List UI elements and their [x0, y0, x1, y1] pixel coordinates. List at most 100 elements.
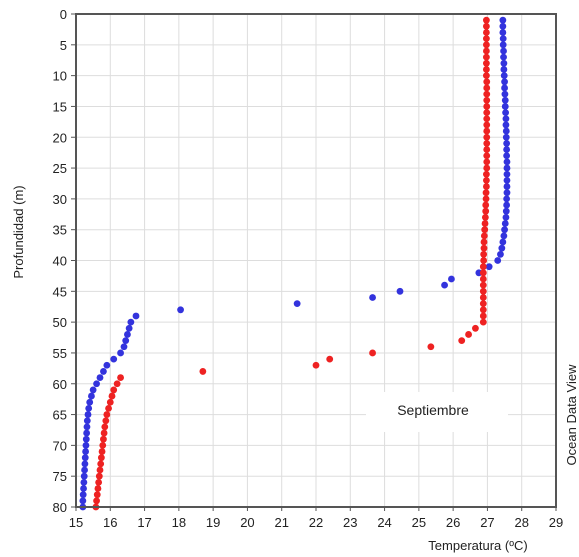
data-point: [499, 29, 507, 36]
data-point: [503, 146, 511, 153]
data-point: [501, 96, 509, 104]
data-point: [499, 22, 507, 30]
data-point: [132, 312, 140, 320]
y-tick-label: 45: [53, 284, 67, 299]
data-point: [465, 331, 472, 338]
data-point: [483, 72, 490, 80]
data-point: [502, 127, 510, 135]
data-point: [396, 287, 404, 295]
data-point: [369, 349, 376, 357]
data-point: [120, 343, 128, 351]
x-tick-label: 19: [206, 515, 220, 530]
data-point: [95, 472, 103, 480]
data-point: [500, 72, 508, 80]
y-tick-label: 80: [53, 500, 67, 515]
data-point: [199, 368, 207, 375]
data-point: [479, 281, 487, 289]
data-point: [501, 90, 509, 98]
data-point: [369, 294, 376, 301]
data-point: [483, 41, 490, 49]
data-point: [82, 435, 90, 443]
data-point: [483, 133, 491, 141]
data-point: [500, 53, 507, 61]
data-point: [483, 53, 490, 61]
data-point: [502, 213, 510, 221]
data-point: [502, 121, 510, 129]
data-point: [99, 441, 107, 449]
data-point: [93, 497, 100, 505]
data-point: [483, 47, 490, 55]
data-point: [79, 491, 87, 499]
data-point: [503, 158, 511, 166]
data-point: [479, 306, 487, 314]
data-point: [312, 361, 320, 369]
data-point: [482, 201, 490, 209]
data-point: [100, 429, 108, 437]
data-point: [483, 146, 491, 153]
data-point: [501, 84, 508, 92]
data-point: [480, 257, 488, 264]
data-point: [499, 35, 507, 43]
data-point: [110, 386, 118, 394]
y-tick-label: 0: [60, 7, 67, 22]
y-tick-label: 20: [53, 130, 67, 145]
y-tick-label: 75: [53, 469, 67, 484]
data-point: [127, 318, 135, 326]
data-point: [101, 423, 109, 431]
data-point: [483, 170, 490, 178]
x-tick-label: 17: [137, 515, 151, 530]
data-point: [479, 300, 487, 308]
data-point: [483, 109, 491, 116]
data-point: [501, 226, 508, 234]
y-tick-label: 35: [53, 223, 67, 238]
data-point: [482, 195, 490, 203]
data-point: [479, 263, 487, 271]
data-point: [503, 201, 511, 209]
data-point: [441, 281, 448, 289]
data-point: [502, 109, 509, 116]
data-point: [483, 96, 491, 104]
data-point: [483, 152, 491, 160]
data-point: [479, 312, 487, 320]
data-point: [125, 324, 133, 332]
data-point: [483, 22, 490, 30]
data-point: [503, 152, 511, 160]
x-tick-label: 15: [69, 515, 83, 530]
data-point: [480, 244, 488, 252]
y-tick-label: 50: [53, 315, 67, 330]
data-point: [102, 417, 110, 425]
data-point: [79, 497, 87, 505]
data-point: [503, 183, 511, 190]
data-point: [501, 78, 508, 86]
data-point: [483, 35, 490, 43]
data-point: [81, 466, 88, 474]
data-point: [110, 355, 118, 363]
x-tick-label: 29: [549, 515, 563, 530]
data-point: [80, 472, 88, 480]
data-point: [479, 287, 487, 295]
data-point: [458, 337, 466, 345]
x-tick-label: 18: [172, 515, 186, 530]
data-point: [326, 355, 334, 363]
data-point: [85, 405, 93, 412]
series-1: [79, 16, 511, 511]
data-point: [482, 207, 490, 215]
data-point: [81, 460, 89, 468]
data-point: [122, 337, 130, 345]
x-tick-label: 25: [412, 515, 426, 530]
y-tick-label: 40: [53, 254, 67, 269]
data-point: [103, 361, 111, 369]
x-tick-label: 24: [377, 515, 391, 530]
data-point: [427, 343, 435, 351]
x-tick-label: 16: [103, 515, 117, 530]
data-point: [483, 66, 490, 73]
data-point: [483, 127, 491, 135]
data-point: [483, 103, 491, 110]
data-point: [501, 220, 509, 227]
data-point: [82, 441, 90, 449]
data-point: [483, 78, 491, 86]
data-point: [177, 306, 184, 314]
data-point: [106, 398, 114, 406]
data-point: [503, 189, 511, 197]
